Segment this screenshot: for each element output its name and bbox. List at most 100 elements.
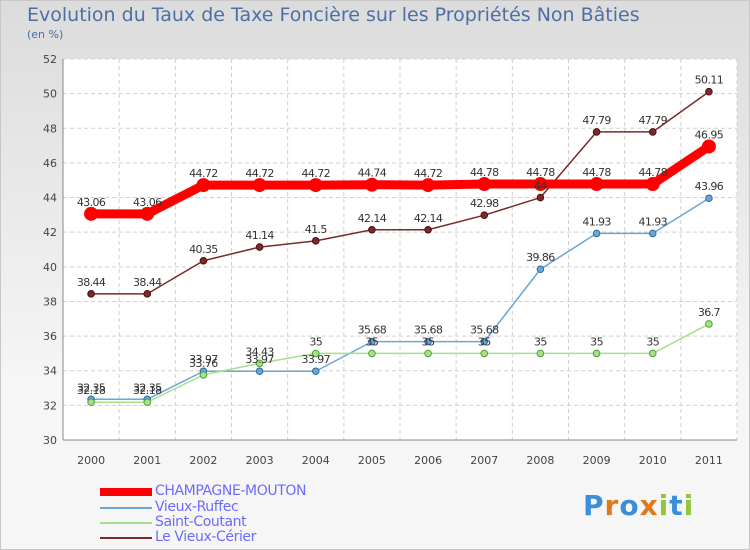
data-label: 32.35: [77, 381, 106, 394]
x-tick-label: 2005: [358, 454, 386, 467]
x-tick-label: 2011: [695, 454, 723, 467]
data-point: [311, 237, 320, 245]
y-tick-label: 36: [43, 330, 57, 343]
data-point: [701, 139, 716, 154]
y-tick-label: 44: [43, 192, 57, 205]
data-label: 44.72: [414, 167, 443, 180]
data-point: [480, 349, 489, 358]
data-point: [536, 349, 545, 358]
data-point: [648, 128, 657, 136]
data-label: 46.95: [695, 128, 724, 141]
data-point: [140, 206, 155, 221]
data-point: [592, 229, 601, 238]
x-tick-label: 2003: [246, 454, 274, 467]
logo-letter: i: [658, 489, 670, 522]
legend-swatch: [100, 537, 152, 539]
x-tick-label: 2001: [133, 454, 161, 467]
data-point: [308, 178, 323, 193]
x-tick-label: 2007: [470, 454, 498, 467]
data-point: [252, 178, 267, 193]
x-tick-label: 2004: [302, 454, 330, 467]
legend-label: CHAMPAGNE-MOUTON: [155, 483, 307, 499]
data-label: 44.78: [582, 166, 611, 179]
data-point: [196, 178, 211, 193]
y-tick-label: 40: [43, 261, 57, 274]
data-label: 35: [590, 335, 603, 348]
y-tick-label: 52: [43, 53, 57, 66]
data-point: [143, 290, 152, 298]
data-label: 42.14: [414, 212, 443, 225]
data-point: [424, 337, 432, 346]
y-tick-label: 46: [43, 157, 57, 170]
data-point: [705, 194, 713, 203]
data-point: [480, 337, 489, 346]
data-point: [143, 398, 152, 407]
data-label: 35.68: [470, 324, 499, 337]
logo-letter: o: [619, 489, 640, 522]
data-label: 41.93: [582, 215, 611, 228]
logo-letter: i: [683, 489, 695, 522]
data-point: [368, 337, 376, 346]
data-point: [199, 256, 208, 265]
y-tick-label: 48: [43, 122, 57, 135]
data-point: [255, 359, 264, 368]
series-line: [90, 90, 710, 295]
data-point: [705, 320, 713, 328]
data-point: [368, 225, 376, 234]
data-point: [424, 349, 432, 358]
data-label: 43.06: [133, 196, 162, 209]
logo-letter: P: [583, 489, 605, 522]
y-tick-label: 50: [43, 88, 57, 101]
data-point: [311, 367, 320, 376]
data-label: 35: [534, 335, 547, 348]
data-label: 44.74: [358, 167, 387, 180]
data-point: [645, 177, 660, 192]
data-point: [87, 290, 95, 298]
data-point: [536, 265, 545, 274]
data-label: 41.93: [639, 215, 668, 228]
data-label: 33.97: [245, 353, 274, 366]
legend-swatch: [100, 507, 152, 509]
data-point: [364, 177, 379, 192]
legend-swatch: [100, 488, 152, 496]
data-label: 38.44: [133, 276, 162, 289]
data-label: 44.72: [302, 167, 331, 180]
logo-letter: t: [669, 489, 684, 522]
data-label: 42.14: [358, 212, 387, 225]
data-label: 35: [646, 335, 659, 348]
data-label: 44.72: [189, 167, 218, 180]
data-label: 32.35: [133, 381, 162, 394]
data-point: [255, 243, 264, 251]
data-label: 42.98: [470, 197, 499, 210]
data-point: [533, 177, 548, 192]
data-point: [648, 349, 657, 358]
x-tick-label: 2000: [77, 454, 105, 467]
data-point: [255, 367, 264, 376]
legend-label: Le Vieux-Cérier: [155, 529, 257, 545]
data-label: 43.96: [695, 180, 724, 193]
data-label: 41.5: [305, 223, 328, 236]
logo-letter: r: [604, 489, 620, 522]
data-point: [648, 229, 657, 238]
data-label: 44: [534, 180, 547, 193]
data-point: [705, 87, 713, 96]
data-label: 33.76: [189, 357, 218, 370]
data-label: 33.97: [302, 353, 331, 366]
data-label: 39.86: [526, 251, 555, 264]
proxiti-logo: Proxiti: [583, 489, 694, 522]
series-line: [90, 323, 710, 403]
data-point: [592, 128, 601, 136]
data-point: [477, 177, 492, 192]
chart-title: Evolution du Taux de Taxe Foncière sur l…: [27, 4, 640, 26]
data-point: [480, 211, 489, 220]
y-tick-label: 38: [43, 295, 57, 308]
data-point: [311, 349, 320, 358]
logo-letter: x: [639, 489, 659, 522]
series-line: [86, 141, 714, 219]
data-label: 40.35: [189, 243, 218, 256]
series-line: [90, 197, 710, 401]
data-label: 44.78: [470, 166, 499, 179]
data-label: 36.7: [698, 306, 721, 319]
data-point: [199, 371, 208, 379]
